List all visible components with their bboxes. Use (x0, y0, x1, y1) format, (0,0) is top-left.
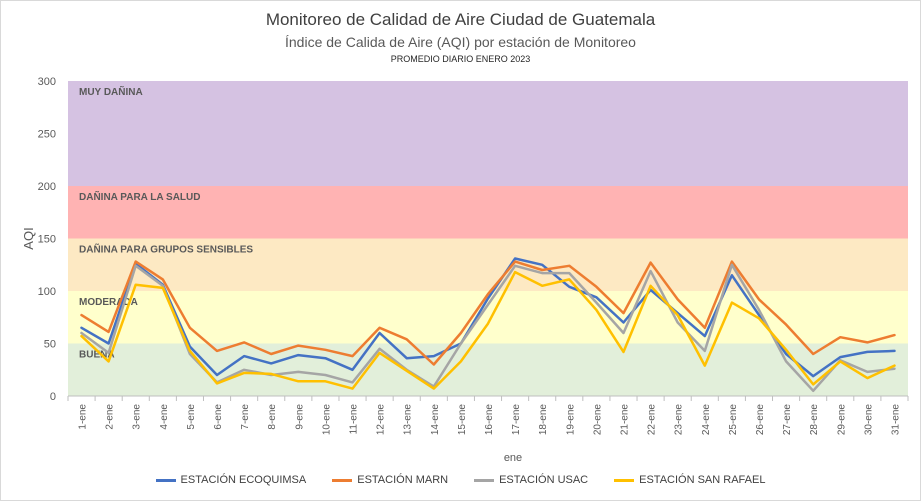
x-tick-label: 2-ene (105, 404, 116, 430)
x-tick-label: 11-ene (349, 404, 360, 435)
x-tick-label: 23-ene (674, 404, 685, 436)
x-tick-label: 15-ene (457, 404, 468, 436)
chart-legend: ESTACIÓN ECOQUIMSA ESTACIÓN MARN ESTACIÓN … (1, 474, 920, 486)
y-tick-label: 100 (38, 286, 56, 298)
y-axis-label: AQI (21, 227, 36, 249)
aqi-band-label: BUENA (79, 350, 115, 361)
y-tick-label: 150 (38, 234, 56, 246)
x-tick-label: 24-ene (701, 404, 712, 436)
x-tick-label: 10-ene (321, 404, 332, 436)
y-tick-label: 250 (38, 129, 56, 141)
x-tick-label: 7-ene (240, 404, 251, 430)
series-line-1 (80, 260, 896, 366)
aqi-band-label: DAÑINA PARA GRUPOS SENSIBLES (79, 243, 253, 256)
x-tick-label: 4-ene (159, 404, 170, 430)
x-tick-label: 9-ene (294, 404, 305, 430)
legend-swatch (332, 478, 353, 482)
chart-subtitle-period: PROMEDIO DIARIO ENERO 2023 (390, 54, 531, 64)
series-line-0 (80, 257, 896, 378)
x-tick-label: 30-ene (863, 404, 874, 436)
aqi-band-label: DAÑINA PARA LA SALUD (79, 190, 200, 203)
x-tick-label: 28-ene (809, 404, 820, 436)
x-tick-label: 6-ene (213, 404, 224, 430)
x-tick-label: 21-ene (619, 404, 630, 436)
x-tick-label: 20-ene (592, 404, 603, 436)
x-tick-label: 1-ene (78, 404, 89, 430)
y-tick-label: 50 (44, 339, 56, 351)
x-tick-label: 25-ene (728, 404, 739, 436)
x-tick-label: 17-ene (511, 404, 522, 436)
legend-item: ESTACIÓN MARN (332, 474, 448, 486)
aqi-band-4 (68, 81, 908, 186)
legend-label: ESTACIÓN USAC (499, 474, 589, 486)
x-tick-label: 8-ene (267, 404, 278, 430)
legend-swatch (155, 478, 176, 482)
x-tick-label: 14-ene (430, 404, 441, 436)
y-tick-label: 200 (38, 181, 56, 193)
chart-subtitle: Índice de Calida de Aire (AQI) por estac… (285, 34, 636, 50)
x-tick-label: 16-ene (484, 404, 495, 436)
aqi-band-0 (68, 343, 908, 396)
legend-item: ESTACIÓN USAC (474, 474, 588, 486)
y-tick-label: 300 (38, 76, 56, 88)
aqi-band-2 (68, 238, 908, 291)
x-tick-label: 19-ene (565, 404, 576, 436)
x-tick-label: 13-ene (403, 404, 414, 436)
x-tick-label: 12-ene (376, 404, 387, 436)
chart-title: Monitoreo de Calidad de Aire Ciudad de G… (265, 10, 656, 29)
legend-label: ESTACIÓN MARN (357, 474, 449, 486)
aqi-band-3 (68, 186, 908, 239)
x-tick-label: 27-ene (782, 404, 793, 436)
legend-label: ESTACIÓN ECOQUIMSA (180, 474, 307, 486)
legend-item: ESTACIÓN ECOQUIMSA (155, 474, 307, 486)
y-tick-label: 0 (50, 391, 56, 403)
x-tick-label: 5-ene (186, 404, 197, 430)
x-tick-label: 22-ene (647, 404, 658, 436)
legend-label: ESTACIÓN SAN RAFAEL (639, 474, 766, 486)
legend-swatch (614, 478, 635, 482)
x-axis-label: ene (504, 452, 522, 464)
series-line-3 (80, 270, 896, 390)
legend-swatch (474, 478, 495, 482)
x-tick-label: 29-ene (836, 404, 847, 436)
aqi-band-label: MUY DAÑINA (79, 85, 143, 98)
x-tick-label: 3-ene (132, 404, 143, 430)
x-tick-label: 31-ene (890, 404, 901, 436)
x-tick-label: 18-ene (538, 404, 549, 436)
legend-item: ESTACIÓN SAN RAFAEL (614, 474, 765, 486)
x-tick-label: 26-ene (755, 404, 766, 436)
aqi-band-label: MODERADA (79, 297, 138, 308)
